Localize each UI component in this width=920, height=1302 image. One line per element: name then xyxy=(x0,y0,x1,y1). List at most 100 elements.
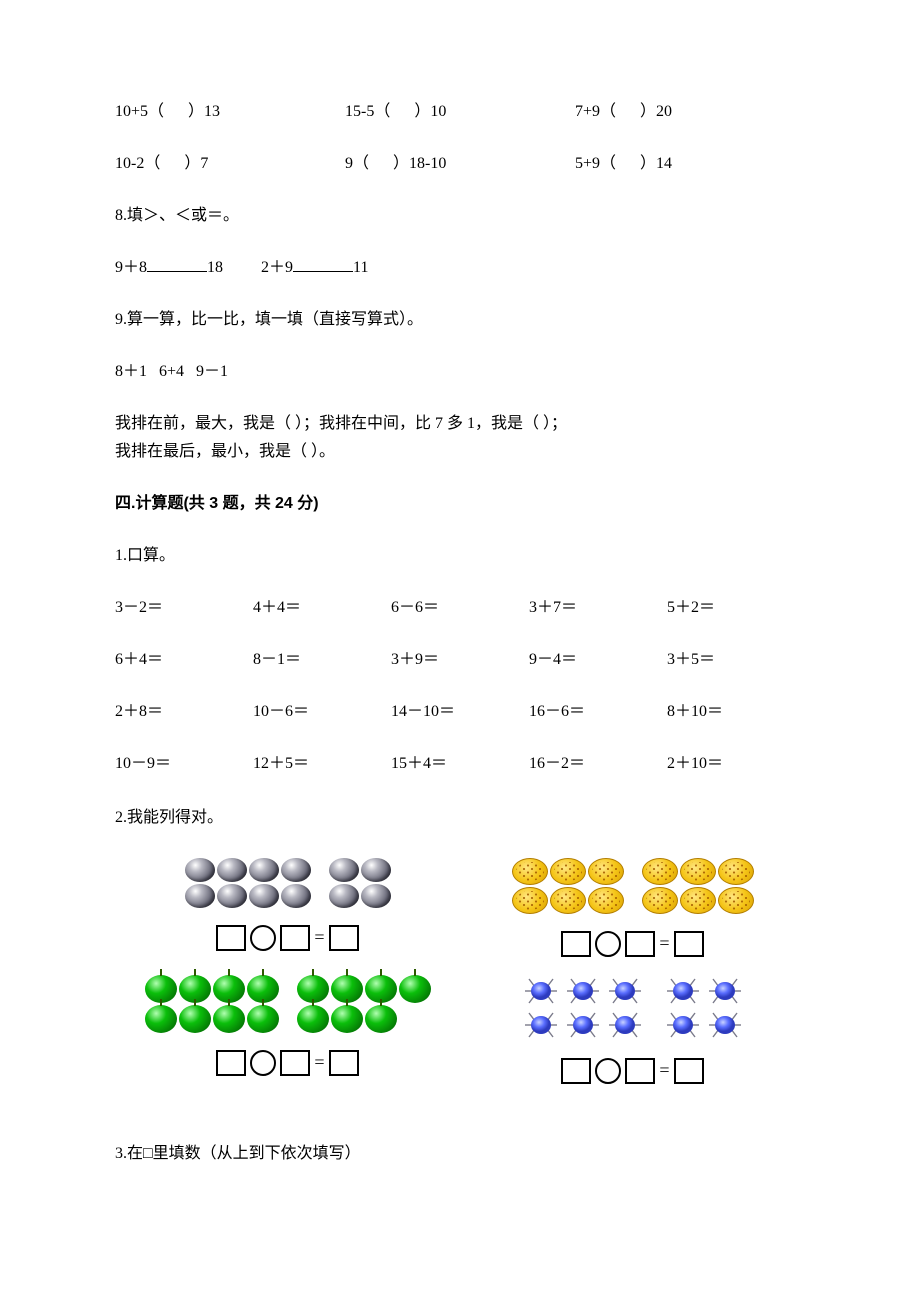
blank-box[interactable] xyxy=(674,931,704,957)
calc-cell: 10－6＝ xyxy=(253,700,391,724)
blank-box[interactable] xyxy=(625,931,655,957)
cookie-icon xyxy=(512,887,548,914)
q8-items: 9＋818 2＋911 xyxy=(115,256,805,280)
figure-quadrant: = xyxy=(460,858,805,975)
object-group xyxy=(145,975,279,1033)
bug-icon xyxy=(521,975,561,1007)
ball-green-icon xyxy=(399,975,431,1003)
bug-icon xyxy=(663,975,703,1007)
cookie-icon xyxy=(512,858,548,885)
ball-gray-icon xyxy=(185,884,215,908)
bug-icon xyxy=(563,975,603,1007)
blank-box[interactable] xyxy=(329,1050,359,1076)
blank-box[interactable] xyxy=(216,1050,246,1076)
calc-cell: 3＋7＝ xyxy=(529,596,667,620)
cookie-icon xyxy=(550,887,586,914)
calc-cell: 3－2＝ xyxy=(115,596,253,620)
compare-cell: 9（ ）18-10 xyxy=(345,152,575,176)
bug-icon xyxy=(705,975,745,1007)
figure-quadrant: = xyxy=(460,975,805,1102)
figure-quadrant: = xyxy=(115,975,460,1102)
operator-circle[interactable] xyxy=(595,931,621,957)
blank-box[interactable] xyxy=(216,925,246,951)
blank-box[interactable] xyxy=(625,1058,655,1084)
bug-icon xyxy=(705,1009,745,1041)
ball-green-icon xyxy=(331,1005,363,1033)
calc-cell: 3＋5＝ xyxy=(667,648,805,672)
calc-cell: 5＋2＝ xyxy=(667,596,805,620)
ball-gray-icon xyxy=(185,858,215,882)
blank-box[interactable] xyxy=(674,1058,704,1084)
bug-icon xyxy=(605,1009,645,1041)
ball-green-icon xyxy=(179,1005,211,1033)
q9-text1: 我排在前，最大，我是（ ）；我排在中间，比 7 多 1，我是（ ）； xyxy=(115,412,805,436)
calc-cell: 6－6＝ xyxy=(391,596,529,620)
blank-box[interactable] xyxy=(561,931,591,957)
calc-cell: 6＋4＝ xyxy=(115,648,253,672)
compare-cell: 10-2（ ）7 xyxy=(115,152,345,176)
calc-cell: 2＋8＝ xyxy=(115,700,253,724)
operator-circle[interactable] xyxy=(250,1050,276,1076)
ball-gray-icon xyxy=(281,858,311,882)
blank-box[interactable] xyxy=(561,1058,591,1084)
q9-expressions: 8＋1 6+4 9－1 xyxy=(115,360,805,384)
fill-blank[interactable] xyxy=(147,257,207,272)
blank-box[interactable] xyxy=(280,925,310,951)
ball-gray-icon xyxy=(329,884,359,908)
q8-item-2: 2＋911 xyxy=(261,259,368,276)
ball-gray-icon xyxy=(329,858,359,882)
ball-gray-icon xyxy=(281,884,311,908)
equation-template: = xyxy=(216,924,358,951)
object-group xyxy=(521,975,645,1041)
bug-icon xyxy=(605,975,645,1007)
object-group xyxy=(185,858,311,908)
calc-cell: 9－4＝ xyxy=(529,648,667,672)
object-group xyxy=(642,858,754,914)
compare-cell: 15-5（ ）10 xyxy=(345,100,575,124)
worksheet-page: 10+5（ ）13 15-5（ ）10 7+9（ ）20 10-2（ ）7 9（… xyxy=(0,0,920,1254)
q9-label: 9.算一算，比一比，填一填（直接写算式）。 xyxy=(115,308,805,332)
calc-cell: 10－9＝ xyxy=(115,752,253,776)
calc-cell: 16－2＝ xyxy=(529,752,667,776)
calc-cell: 12＋5＝ xyxy=(253,752,391,776)
equals-sign: = xyxy=(659,1057,669,1084)
object-group xyxy=(297,975,431,1033)
blank-box[interactable] xyxy=(280,1050,310,1076)
ball-green-icon xyxy=(297,1005,329,1033)
calc3-label: 3.在□里填数（从上到下依次填写） xyxy=(115,1142,805,1166)
ball-green-icon xyxy=(247,1005,279,1033)
calc2-figure: = = = = xyxy=(115,858,805,1102)
cookie-icon xyxy=(588,858,624,885)
cookie-icon xyxy=(550,858,586,885)
calc2-label: 2.我能列得对。 xyxy=(115,806,805,830)
operator-circle[interactable] xyxy=(595,1058,621,1084)
fill-blank[interactable] xyxy=(293,257,353,272)
operator-circle[interactable] xyxy=(250,925,276,951)
cookie-icon xyxy=(680,887,716,914)
ball-gray-icon xyxy=(217,858,247,882)
calc-cell: 4＋4＝ xyxy=(253,596,391,620)
calc-cell: 8－1＝ xyxy=(253,648,391,672)
ball-gray-icon xyxy=(361,858,391,882)
blank-box[interactable] xyxy=(329,925,359,951)
calc-cell: 2＋10＝ xyxy=(667,752,805,776)
compare-row-2: 10-2（ ）7 9（ ）18-10 5+9（ ）14 xyxy=(115,152,805,176)
equals-sign: = xyxy=(314,924,324,951)
cookie-icon xyxy=(718,887,754,914)
object-group xyxy=(329,858,391,908)
equals-sign: = xyxy=(659,930,669,957)
equation-template: = xyxy=(561,930,703,957)
calc-cell: 3＋9＝ xyxy=(391,648,529,672)
object-group xyxy=(663,975,745,1041)
ball-green-icon xyxy=(145,1005,177,1033)
q8-label: 8.填＞、＜或＝。 xyxy=(115,204,805,228)
compare-cell: 7+9（ ）20 xyxy=(575,100,805,124)
calc-cell: 16－6＝ xyxy=(529,700,667,724)
calc1-label: 1.口算。 xyxy=(115,544,805,568)
q8-item-1: 9＋818 xyxy=(115,259,223,276)
calc-cell: 14－10＝ xyxy=(391,700,529,724)
q9-text2: 我排在最后，最小，我是（ ）。 xyxy=(115,440,805,464)
bug-icon xyxy=(663,1009,703,1041)
section4-heading: 四.计算题(共 3 题，共 24 分) xyxy=(115,492,805,516)
ball-gray-icon xyxy=(249,858,279,882)
